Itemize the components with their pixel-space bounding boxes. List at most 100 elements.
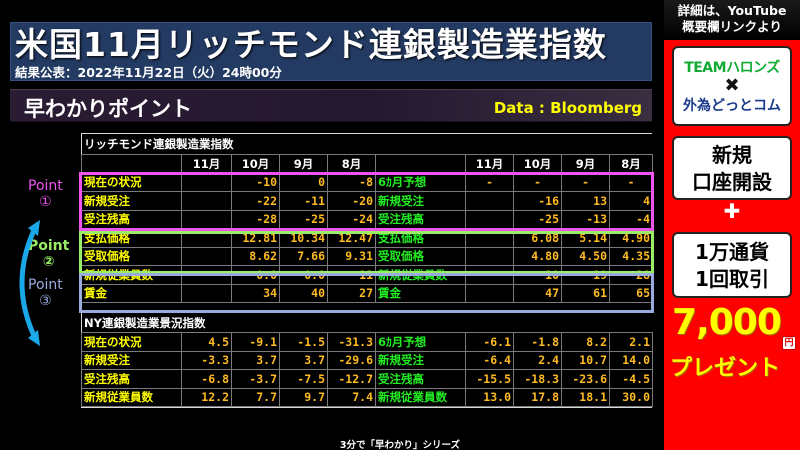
table-row: 受注残高 -28 -25 -24 受注残高 -25 -13 -4	[81, 209, 653, 229]
point-1-text: Point	[28, 178, 63, 194]
cell-value: -11	[279, 191, 328, 211]
col-header: 8月	[327, 154, 376, 174]
row-label: 賃金	[375, 283, 466, 303]
table-row: 新規従業員数 0.0 0.0 11 新規従業員数 10 19 28	[81, 265, 653, 285]
table-row: 受注残高 -6.8 -3.7 -7.5 -12.7 受注残高 -15.5 -18…	[81, 369, 653, 389]
cell-value: 8.2	[561, 332, 610, 352]
partner-card: TEAMハロンズ ✖ 外為どっとコム	[672, 46, 792, 126]
cell-value: 13	[561, 191, 610, 211]
quick-points-title: 早わかりポイント	[24, 97, 192, 121]
point-1-number: ①	[39, 194, 52, 210]
cell-value: -	[513, 172, 562, 192]
table-row: 賃金 34 40 27 賃金 47 61 65	[81, 283, 653, 303]
cell-value: -18.3	[513, 369, 562, 389]
cell-value: 7.66	[279, 246, 328, 266]
row-label: 受注残高	[375, 369, 466, 389]
cell-value: 4.35	[609, 246, 653, 266]
table-row: 新規受注 -22 -11 -20 新規受注 -16 13 4	[81, 191, 653, 211]
cell-value: 65	[609, 283, 653, 303]
table-row: 支払価格 12.81 10.34 12.47 支払価格 6.08 5.14 4.…	[81, 228, 653, 248]
page-title: 米国11月リッチモンド連銀製造業指数	[15, 25, 607, 64]
cell-value	[181, 191, 232, 211]
cell-value: -	[561, 172, 610, 192]
row-label: 新規従業員数	[81, 265, 182, 285]
cell-value: 13.0	[465, 387, 514, 407]
cell-value: 12.47	[327, 228, 376, 248]
row-label: 新規受注	[81, 350, 182, 370]
cell-value: 40	[279, 283, 328, 303]
cell-value: -24	[327, 209, 376, 229]
row-label: 新規従業員数	[375, 265, 466, 285]
cell-value	[465, 265, 514, 285]
cell-value: 4	[609, 191, 653, 211]
point-2-label: Point ②	[28, 238, 69, 270]
cell-value: -3.3	[181, 350, 232, 370]
cell-value: 7.4	[327, 387, 376, 407]
new-account-line2: 口座開設	[692, 170, 772, 194]
richmond-table: 11月 10月 9月 8月 11月 10月 9月 8月 現在の状況 -10 0 …	[81, 154, 653, 303]
row-label: 支払価格	[81, 228, 182, 248]
cell-value: 27	[327, 283, 376, 303]
cell-value: 0.0	[231, 265, 280, 285]
cell-value: 12.81	[231, 228, 280, 248]
col-header: 10月	[231, 154, 280, 174]
cell-value: -22	[231, 191, 280, 211]
point-3-label: Point ③	[28, 277, 63, 309]
ny-table: 現在の状況 4.5 -9.1 -1.5 -31.3 6ｶ月予想 -6.1 -1.…	[81, 332, 653, 407]
cell-value: -25	[279, 209, 328, 229]
row-label: 6ｶ月予想	[375, 332, 466, 352]
cell-value: 28	[609, 265, 653, 285]
cell-value: 18.1	[561, 387, 610, 407]
cell-value: -1.8	[513, 332, 562, 352]
present-text: プレゼント	[670, 356, 781, 381]
ad-header: 詳細は、YouTube 概要欄リンクより	[664, 0, 800, 40]
row-label: 新規従業員数	[375, 387, 466, 407]
trade-line2: 1回取引	[695, 267, 769, 291]
ny-section-title: NY連銀製造業景況指数	[84, 316, 206, 330]
cell-value: -25	[513, 209, 562, 229]
cell-value: 7.7	[231, 387, 280, 407]
yen-badge: 円	[782, 336, 796, 350]
point-1-label: Point ①	[28, 178, 63, 210]
cell-value: 47	[513, 283, 562, 303]
richmond-section-title: リッチモンド連銀製造業指数	[84, 137, 234, 151]
trade-line1: 1万通貨	[695, 240, 769, 264]
table-row: 新規受注 -3.3 3.7 3.7 -29.6 新規受注 -6.4 2.4 10…	[81, 350, 653, 370]
cell-value: 9.7	[279, 387, 328, 407]
new-account-card: 新規 口座開設	[672, 136, 792, 200]
cell-value: -3.7	[231, 369, 280, 389]
trade-condition-card: 1万通貨 1回取引	[672, 232, 792, 298]
cell-value	[465, 209, 514, 229]
cell-value	[181, 246, 232, 266]
cell-value: 0.0	[279, 265, 328, 285]
team-halons-logo: TEAMハロンズ	[684, 60, 780, 76]
cell-value: -6.8	[181, 369, 232, 389]
cell-value: -1.5	[279, 332, 328, 352]
cell-value: 17.8	[513, 387, 562, 407]
cell-value: -13	[561, 209, 610, 229]
table-row: 現在の状況 4.5 -9.1 -1.5 -31.3 6ｶ月予想 -6.1 -1.…	[81, 332, 653, 352]
cell-value	[465, 228, 514, 248]
table-row: 現在の状況 -10 0 -8 6ｶ月予想 - - - -	[81, 172, 653, 192]
cell-value: -4.5	[609, 369, 653, 389]
cell-value: 11	[327, 265, 376, 285]
ad-header-line2: 概要欄リンクより	[682, 19, 782, 34]
cell-value	[181, 228, 232, 248]
ad-panel[interactable]: 詳細は、YouTube 概要欄リンクより TEAMハロンズ ✖ 外為どっとコム …	[664, 0, 800, 450]
cell-value: 8.62	[231, 246, 280, 266]
point-3-text: Point	[28, 277, 63, 293]
cell-value: 6.08	[513, 228, 562, 248]
cell-value: -10	[231, 172, 280, 192]
cell-value: 34	[231, 283, 280, 303]
series-footer: 3分で「早わかり」シリーズ	[339, 440, 461, 450]
col-header: 10月	[513, 154, 562, 174]
cell-value: -29.6	[327, 350, 376, 370]
row-label: 賃金	[81, 283, 182, 303]
cell-value	[465, 283, 514, 303]
col-header: 11月	[465, 154, 514, 174]
cell-value: -20	[327, 191, 376, 211]
cell-value: 5.14	[561, 228, 610, 248]
cell-value: -	[465, 172, 514, 192]
row-label: 6ｶ月予想	[375, 172, 466, 192]
cell-value: -4	[609, 209, 653, 229]
